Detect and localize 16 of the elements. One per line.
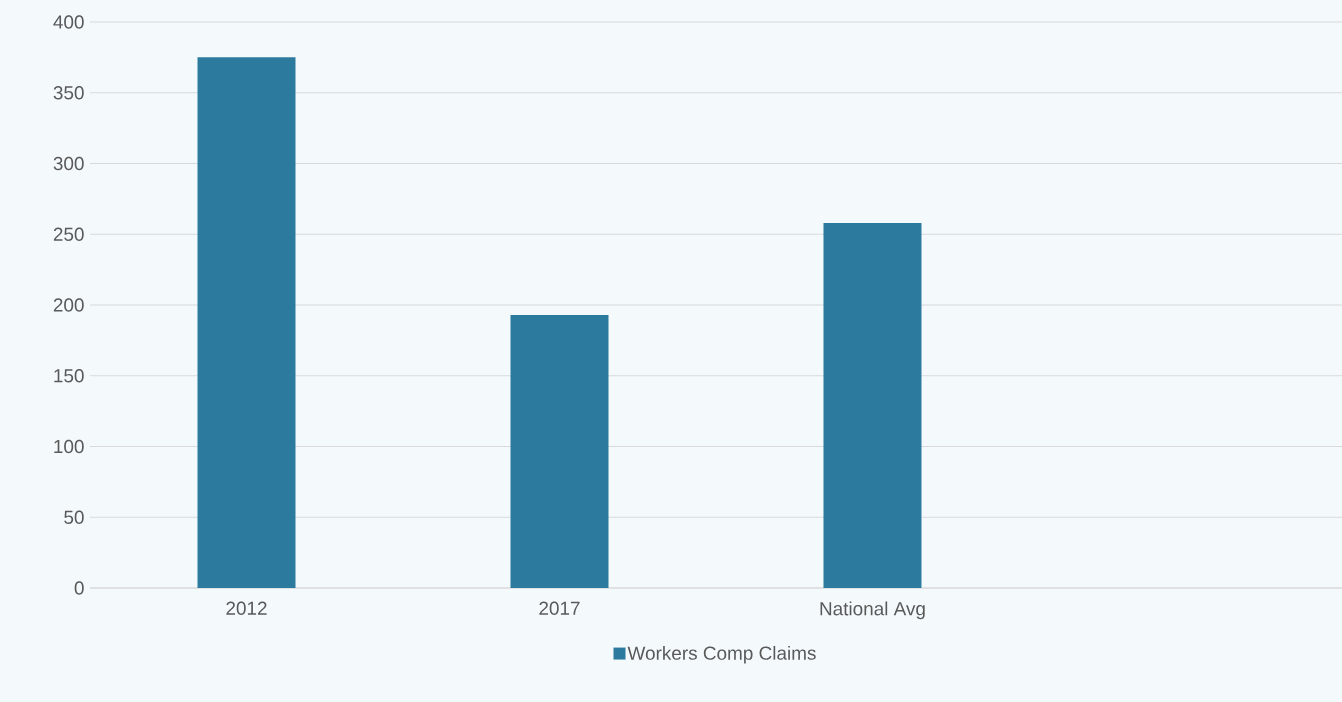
y-tick-label: 400 [53, 15, 84, 29]
y-tick-label: 50 [64, 510, 84, 524]
y-tick-label: 350 [53, 86, 84, 100]
legend-label: Workers Comp Claims [627, 645, 816, 664]
x-tick-label: 2017 [539, 601, 580, 615]
y-tick-label: 300 [53, 156, 84, 171]
y-tick-label: 100 [54, 439, 84, 454]
y-tick-label: 150 [54, 369, 84, 383]
x-tick-label: 2012 [226, 601, 267, 615]
bar [510, 314, 609, 588]
y-tick-label: 200 [53, 298, 84, 312]
y-tick-label: 0 [74, 581, 84, 595]
bar [197, 57, 296, 588]
x-tick-label: National Avg [820, 601, 925, 620]
bar [823, 222, 922, 588]
y-tick-label: 250 [53, 227, 84, 241]
